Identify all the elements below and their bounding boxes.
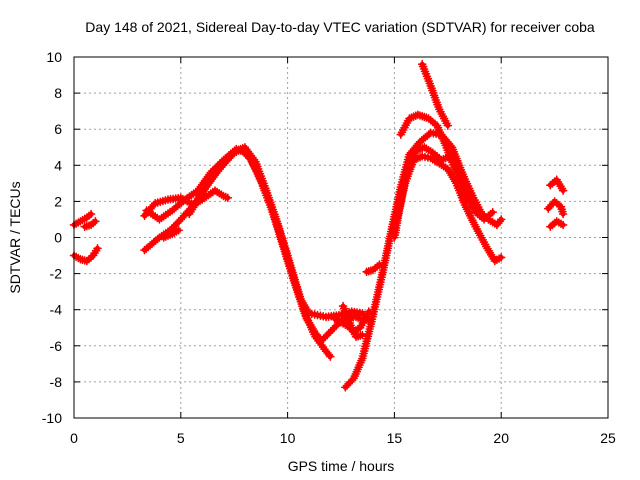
y-tick-label: -2 [50,266,63,282]
series-track-12 [362,260,384,277]
data-point [496,253,506,262]
series-track-11 [341,128,493,392]
series-track-7 [159,226,183,242]
data-point [558,186,568,195]
x-tick-label: 20 [493,430,509,446]
y-tick-label: 8 [54,85,62,101]
x-tick-label: 10 [280,430,296,446]
y-tick-label: 2 [54,193,62,209]
data-point [86,209,96,219]
data-point [358,330,367,340]
series-track-2 [69,244,102,266]
data-point [558,220,568,230]
chart-title: Day 148 of 2021, Sidereal Day-to-day VTE… [85,19,595,35]
x-tick-label: 15 [387,430,403,446]
data-point [223,193,233,203]
y-tick-label: -10 [42,410,62,426]
y-tick-label: 6 [54,121,62,137]
data-points [69,59,568,392]
plot-frame [73,56,609,419]
series-track-17 [467,200,506,230]
y-axis-label: SDTVAR / TECUs [7,181,23,293]
data-point [326,352,335,361]
data-point [558,209,568,219]
y-tick-label: 0 [54,230,62,246]
data-point [443,121,453,130]
x-tick-label: 25 [600,430,616,446]
data-point [91,217,100,226]
data-point [93,244,102,253]
data-point [174,226,183,235]
y-tick-label: -6 [50,338,63,354]
axis-ticks: 0 5 10 15 20 25 -10 -8 -6 -4 -2 0 2 4 6 8 10 [42,49,616,446]
y-tick-label: 10 [46,49,62,65]
series-track-14 [392,152,506,266]
data-point [488,207,497,217]
series-track-18 [546,175,568,195]
y-tick-label: -4 [50,302,63,318]
series-track-3 [80,217,100,231]
y-tick-label: 4 [54,157,62,173]
series-track-16 [417,59,453,130]
series-track-6 [140,186,233,221]
series-track-19 [543,197,568,219]
data-point [375,260,384,269]
y-tick-label: -8 [50,374,63,390]
grid [74,57,608,418]
series-track-10 [338,301,367,342]
x-tick-label: 0 [70,430,78,446]
data-point [496,215,506,224]
series-band [142,146,333,360]
series-track-4 [140,144,335,361]
series-track-20 [546,217,568,231]
x-tick-label: 5 [177,430,185,446]
x-axis-label: GPS time / hours [288,458,395,474]
